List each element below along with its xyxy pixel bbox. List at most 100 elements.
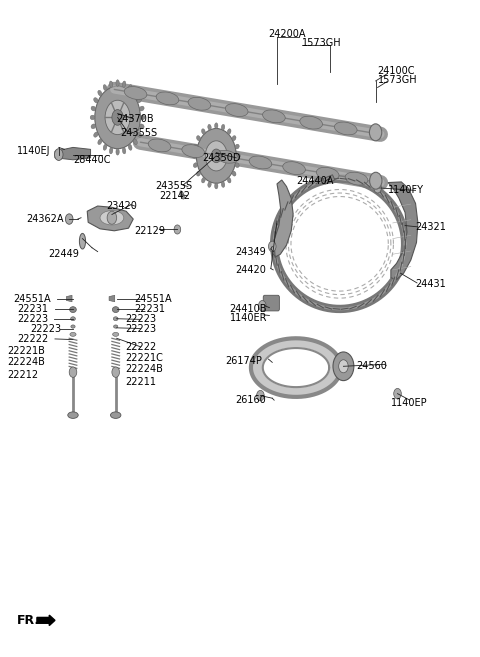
Text: 22221C: 22221C bbox=[125, 353, 163, 363]
Circle shape bbox=[95, 86, 140, 148]
Ellipse shape bbox=[208, 124, 211, 130]
Ellipse shape bbox=[94, 98, 98, 102]
Ellipse shape bbox=[140, 124, 144, 129]
Ellipse shape bbox=[225, 104, 248, 116]
Ellipse shape bbox=[215, 183, 218, 189]
Circle shape bbox=[370, 124, 382, 141]
Ellipse shape bbox=[228, 177, 231, 183]
Text: 24355S: 24355S bbox=[120, 128, 157, 138]
Ellipse shape bbox=[180, 191, 184, 199]
Ellipse shape bbox=[216, 150, 238, 163]
Ellipse shape bbox=[133, 139, 137, 145]
Ellipse shape bbox=[68, 412, 78, 419]
Ellipse shape bbox=[110, 412, 121, 419]
Text: 22231: 22231 bbox=[135, 304, 166, 314]
Polygon shape bbox=[388, 182, 418, 280]
Ellipse shape bbox=[235, 163, 239, 168]
Circle shape bbox=[394, 388, 401, 399]
Polygon shape bbox=[66, 295, 72, 302]
Text: 24321: 24321 bbox=[416, 222, 446, 232]
Ellipse shape bbox=[345, 172, 368, 185]
Ellipse shape bbox=[182, 145, 204, 158]
Polygon shape bbox=[323, 175, 335, 184]
Circle shape bbox=[107, 212, 117, 224]
Ellipse shape bbox=[91, 106, 96, 111]
Ellipse shape bbox=[113, 317, 118, 321]
Ellipse shape bbox=[98, 90, 102, 96]
Circle shape bbox=[339, 360, 348, 373]
Ellipse shape bbox=[91, 124, 96, 129]
Circle shape bbox=[268, 241, 276, 252]
Text: 22223: 22223 bbox=[30, 323, 61, 334]
Ellipse shape bbox=[232, 171, 236, 176]
Text: 1140FY: 1140FY bbox=[388, 185, 424, 195]
Ellipse shape bbox=[116, 148, 119, 155]
Ellipse shape bbox=[316, 168, 339, 180]
Circle shape bbox=[196, 129, 236, 183]
Circle shape bbox=[259, 300, 266, 311]
Text: 22129: 22129 bbox=[135, 226, 166, 236]
Text: 22212: 22212 bbox=[8, 371, 39, 380]
Ellipse shape bbox=[148, 139, 171, 152]
Circle shape bbox=[112, 110, 123, 125]
Ellipse shape bbox=[221, 181, 225, 187]
Ellipse shape bbox=[232, 135, 236, 141]
Text: 22224B: 22224B bbox=[8, 357, 46, 367]
Ellipse shape bbox=[128, 85, 132, 91]
FancyBboxPatch shape bbox=[263, 295, 279, 311]
Text: 1140EP: 1140EP bbox=[391, 398, 428, 409]
Text: 22449: 22449 bbox=[48, 249, 79, 260]
Text: 26160: 26160 bbox=[235, 395, 266, 405]
Ellipse shape bbox=[79, 233, 85, 249]
Ellipse shape bbox=[137, 98, 142, 102]
Ellipse shape bbox=[71, 325, 75, 328]
Text: 24560: 24560 bbox=[357, 361, 387, 371]
Text: 24349: 24349 bbox=[235, 246, 266, 257]
Ellipse shape bbox=[208, 181, 211, 187]
Text: 1140EJ: 1140EJ bbox=[17, 146, 50, 156]
Ellipse shape bbox=[103, 85, 107, 91]
Circle shape bbox=[257, 390, 264, 401]
Text: 1573GH: 1573GH bbox=[301, 38, 341, 48]
Ellipse shape bbox=[71, 317, 75, 321]
Ellipse shape bbox=[188, 97, 211, 110]
Text: 24100C: 24100C bbox=[378, 66, 415, 76]
Ellipse shape bbox=[236, 154, 240, 158]
Text: 22231: 22231 bbox=[17, 304, 48, 314]
Ellipse shape bbox=[197, 135, 201, 141]
Circle shape bbox=[374, 183, 382, 193]
Ellipse shape bbox=[263, 110, 285, 123]
Polygon shape bbox=[263, 348, 329, 387]
Ellipse shape bbox=[116, 79, 119, 86]
Ellipse shape bbox=[221, 124, 225, 130]
Ellipse shape bbox=[122, 81, 126, 87]
Text: 24440A: 24440A bbox=[296, 176, 333, 187]
Ellipse shape bbox=[128, 144, 132, 150]
Circle shape bbox=[174, 225, 180, 234]
Circle shape bbox=[205, 141, 227, 171]
Text: 24362A: 24362A bbox=[26, 214, 64, 224]
Text: 24431: 24431 bbox=[416, 279, 446, 289]
Ellipse shape bbox=[193, 163, 198, 168]
Ellipse shape bbox=[114, 325, 118, 328]
Text: 1140ER: 1140ER bbox=[229, 313, 267, 323]
Polygon shape bbox=[251, 338, 341, 397]
Text: 24551A: 24551A bbox=[135, 294, 172, 304]
Text: 26174P: 26174P bbox=[225, 356, 262, 366]
Text: 1573GH: 1573GH bbox=[378, 75, 417, 85]
Text: 24410B: 24410B bbox=[229, 304, 267, 314]
Ellipse shape bbox=[202, 129, 205, 134]
Circle shape bbox=[112, 367, 120, 377]
Ellipse shape bbox=[94, 132, 98, 137]
Text: 22221B: 22221B bbox=[8, 346, 46, 355]
Ellipse shape bbox=[124, 87, 147, 99]
Ellipse shape bbox=[70, 332, 76, 336]
Ellipse shape bbox=[109, 147, 113, 154]
Polygon shape bbox=[109, 295, 115, 302]
Text: 22223: 22223 bbox=[125, 323, 156, 334]
Ellipse shape bbox=[109, 81, 113, 87]
Ellipse shape bbox=[133, 90, 137, 96]
Text: 22211: 22211 bbox=[125, 377, 156, 387]
Text: 28440C: 28440C bbox=[73, 156, 110, 166]
Circle shape bbox=[211, 149, 221, 163]
